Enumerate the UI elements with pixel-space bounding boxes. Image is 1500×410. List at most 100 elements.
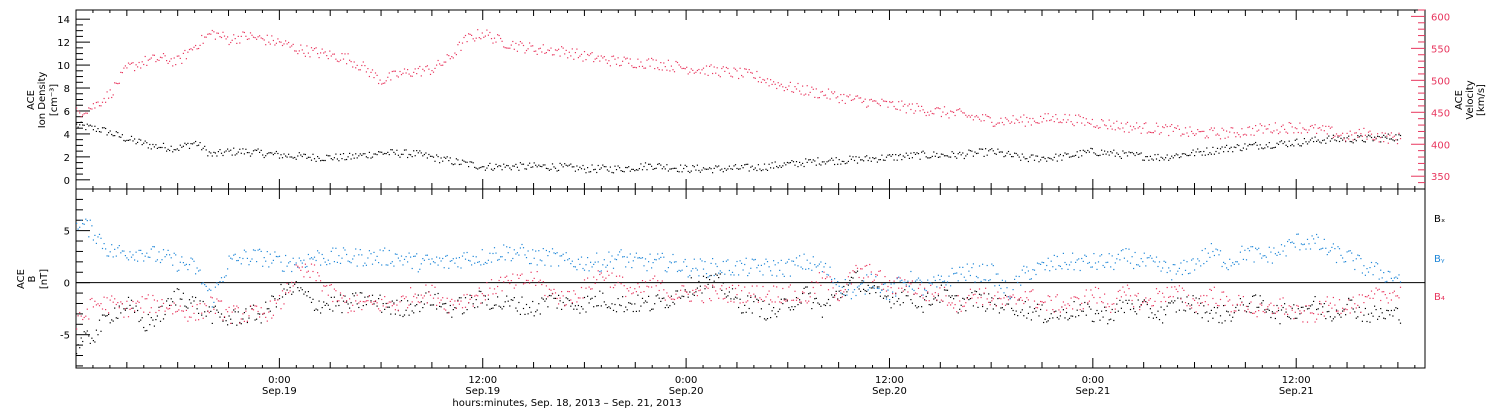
density-point-238 bbox=[439, 162, 441, 164]
bz-point-233 bbox=[431, 284, 433, 286]
velocity-point-530 bbox=[884, 100, 886, 102]
bz-point-480 bbox=[808, 300, 810, 302]
velocity-point-694 bbox=[1134, 128, 1136, 130]
density-point-589 bbox=[974, 151, 976, 153]
velocity-point-618 bbox=[1018, 121, 1020, 124]
bx-point-217 bbox=[407, 300, 409, 302]
bz-point-270 bbox=[487, 294, 489, 296]
bz-point-788 bbox=[1277, 307, 1280, 309]
by-point-267 bbox=[483, 263, 485, 265]
bz-point-865 bbox=[1395, 295, 1397, 297]
velocity-point-392 bbox=[673, 71, 676, 73]
density-point-331 bbox=[580, 168, 583, 170]
bz-point-347 bbox=[605, 277, 607, 279]
density-point-500 bbox=[838, 159, 840, 161]
density-point-36 bbox=[130, 135, 133, 137]
density-point-13 bbox=[95, 130, 97, 132]
density-point-640 bbox=[1052, 159, 1054, 161]
by-point-602 bbox=[994, 285, 996, 287]
velocity-point-684 bbox=[1119, 128, 1121, 130]
velocity-point-641 bbox=[1053, 121, 1055, 123]
velocity-point-448 bbox=[759, 76, 761, 78]
bz-point-256 bbox=[466, 293, 468, 296]
by-point-347 bbox=[605, 266, 607, 268]
velocity-axis-label-line1: ACE bbox=[1454, 90, 1465, 110]
by-point-394 bbox=[676, 270, 679, 273]
b-axis-ticks: -505 bbox=[60, 198, 90, 367]
bx-point-783 bbox=[1270, 316, 1272, 319]
velocity-point-303 bbox=[538, 48, 540, 50]
by-point-352 bbox=[612, 267, 615, 269]
bx-point-855 bbox=[1380, 308, 1382, 310]
by-point-769 bbox=[1248, 250, 1251, 252]
velocity-point-20 bbox=[106, 91, 108, 93]
velocity-point-639 bbox=[1050, 119, 1052, 121]
velocity-point-157 bbox=[315, 47, 317, 49]
bx-point-59 bbox=[166, 300, 168, 302]
bz-point-423 bbox=[721, 285, 723, 287]
bz-point-404 bbox=[692, 289, 694, 291]
bz-point-295 bbox=[525, 279, 528, 281]
bz-point-366 bbox=[634, 288, 636, 290]
bx-point-396 bbox=[680, 297, 682, 299]
velocity-point-828 bbox=[1338, 135, 1341, 137]
bx-point-583 bbox=[965, 310, 967, 312]
density-point-846 bbox=[1366, 136, 1368, 138]
velocity-point-395 bbox=[678, 64, 680, 66]
velocity-point-689 bbox=[1126, 121, 1129, 123]
bz-point-214 bbox=[402, 295, 404, 297]
density-point-460 bbox=[777, 167, 779, 169]
bz-point-302 bbox=[536, 271, 538, 273]
by-point-1 bbox=[77, 228, 79, 230]
bx-point-665 bbox=[1090, 308, 1092, 310]
by-point-583 bbox=[965, 279, 967, 281]
bx-point-242 bbox=[445, 302, 447, 305]
bz-point-237 bbox=[437, 297, 439, 299]
bx-point-307 bbox=[544, 300, 546, 302]
velocity-point-256 bbox=[466, 41, 468, 43]
bx-point-39 bbox=[135, 305, 137, 307]
by-point-464 bbox=[783, 275, 785, 277]
velocity-point-10 bbox=[91, 108, 93, 110]
velocity-point-601 bbox=[992, 125, 994, 127]
by-point-112 bbox=[246, 257, 248, 259]
by-point-357 bbox=[620, 249, 622, 251]
velocity-point-114 bbox=[249, 32, 252, 34]
bz-point-573 bbox=[950, 304, 952, 306]
velocity-point-516 bbox=[863, 100, 865, 102]
by-point-681 bbox=[1114, 262, 1116, 264]
velocity-point-824 bbox=[1332, 136, 1334, 139]
velocity-point-788 bbox=[1277, 133, 1280, 135]
bx-point-679 bbox=[1111, 308, 1113, 311]
by-point-832 bbox=[1345, 261, 1347, 263]
bz-point-821 bbox=[1328, 304, 1330, 306]
bx-point-58 bbox=[164, 313, 166, 316]
by-point-558 bbox=[927, 279, 929, 281]
bx-point-769 bbox=[1248, 302, 1251, 305]
bz-point-609 bbox=[1004, 304, 1007, 306]
velocity-point-387 bbox=[666, 69, 668, 71]
velocity-point-259 bbox=[471, 34, 473, 36]
velocity-point-584 bbox=[966, 116, 968, 118]
velocity-point-99 bbox=[227, 36, 229, 38]
bx-point-852 bbox=[1375, 309, 1377, 311]
velocity-point-166 bbox=[329, 50, 331, 52]
bx-point-291 bbox=[519, 313, 521, 315]
by-point-300 bbox=[533, 257, 535, 259]
density-point-728 bbox=[1186, 154, 1188, 157]
velocity-point-494 bbox=[829, 98, 831, 100]
velocity-point-102 bbox=[231, 39, 233, 41]
by-point-33 bbox=[126, 257, 128, 259]
bx-point-325 bbox=[571, 303, 573, 305]
density-point-223 bbox=[416, 150, 418, 152]
by-point-231 bbox=[428, 258, 430, 260]
by-point-738 bbox=[1201, 249, 1203, 252]
bx-point-202 bbox=[384, 308, 386, 310]
bz-point-650 bbox=[1067, 303, 1069, 305]
bx-point-234 bbox=[432, 304, 435, 306]
velocity-point-498 bbox=[835, 97, 837, 99]
bx-point-337 bbox=[590, 298, 592, 300]
density-point-131 bbox=[275, 150, 277, 153]
bz-point-342 bbox=[597, 270, 599, 272]
velocity-point-7 bbox=[86, 112, 88, 114]
